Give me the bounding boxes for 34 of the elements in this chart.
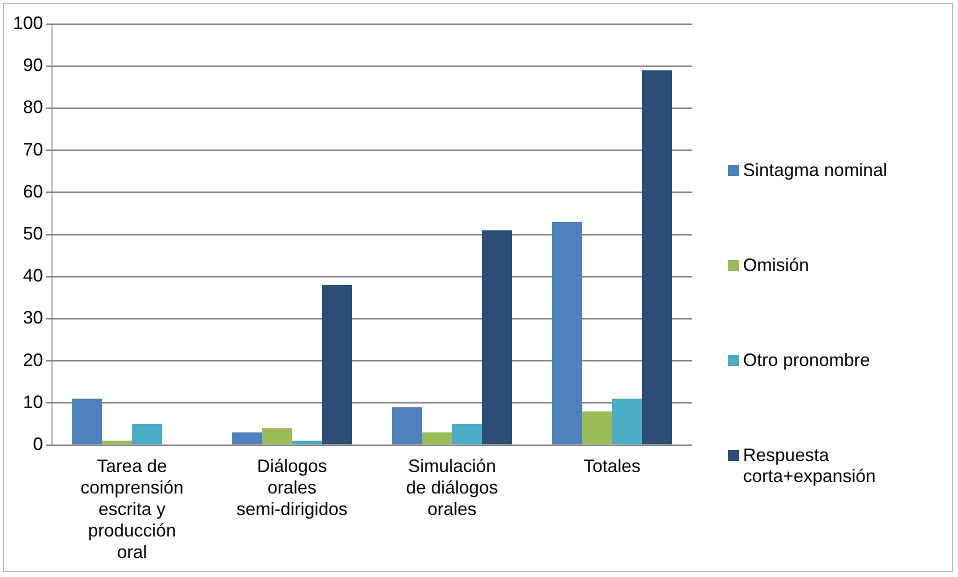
bar (262, 428, 292, 444)
bar (452, 424, 482, 444)
legend-label: Omisión (743, 255, 810, 276)
bar (642, 70, 672, 444)
x-tick-label: Diálogos orales semi-dirigidos (236, 456, 348, 519)
bar (612, 398, 642, 444)
y-tick-label: 0 (33, 434, 44, 454)
legend-label: Respuesta corta+expansión (743, 445, 877, 487)
y-tick-label: 80 (23, 97, 44, 118)
y-tick-label: 10 (23, 392, 44, 412)
bar (132, 424, 162, 444)
bar (232, 432, 262, 444)
bar (482, 230, 512, 444)
y-tick-label: 90 (23, 55, 44, 76)
bar (322, 285, 352, 444)
y-tick-label: 20 (23, 350, 44, 370)
bar (422, 432, 452, 444)
bar (72, 398, 102, 444)
legend-label: Sintagma nominal (743, 160, 888, 181)
bar (292, 440, 322, 444)
y-tick-label: 40 (23, 266, 44, 286)
y-tick-label: 60 (23, 181, 44, 202)
x-tick-label: Simulación de diálogos orales (406, 456, 498, 519)
y-tick-label: 100 (12, 12, 44, 33)
y-tick-label: 50 (23, 223, 44, 244)
x-tick-label: Tarea de comprensión escrita y producción oral (80, 456, 184, 562)
x-tick-label: Totales (583, 456, 641, 476)
bar (582, 411, 612, 444)
legend-label: Otro pronombre (743, 350, 870, 371)
y-tick-label: 30 (23, 308, 44, 328)
y-tick-label: 70 (23, 139, 44, 160)
bar (392, 407, 422, 444)
bar (102, 440, 132, 444)
bar (552, 222, 582, 444)
